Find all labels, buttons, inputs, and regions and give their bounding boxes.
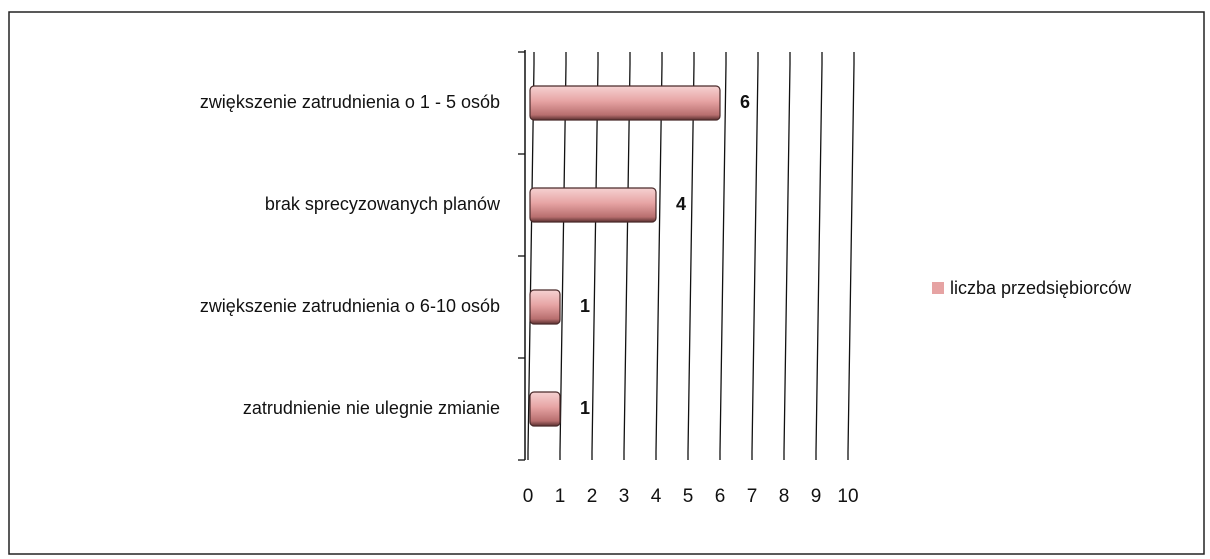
grid-line [655,52,663,460]
value-label: 6 [740,92,750,112]
x-tick-label: 9 [811,486,822,507]
y-tick-label: zwiększenie zatrudnienia o 6-10 osób [200,296,500,316]
grid-line [815,52,823,460]
grid-line [591,52,599,460]
y-tick-label: brak sprecyzowanych planów [265,194,501,214]
bar [529,391,561,427]
grid-line [847,52,855,460]
x-tick-label: 5 [683,486,694,507]
grid-line [559,52,567,460]
bar [529,85,721,121]
grid-line [623,52,631,460]
x-tick-label: 0 [523,486,534,507]
x-tick-label: 10 [837,486,858,507]
x-tick-label: 6 [715,486,726,507]
value-label: 1 [580,296,590,316]
x-tick-label: 7 [747,486,758,507]
value-label: 1 [580,398,590,418]
grid-line [687,52,695,460]
grid-line [751,52,759,460]
x-tick-label: 4 [651,486,662,507]
x-tick-label: 3 [619,486,630,507]
x-tick-label: 1 [555,486,566,507]
chart-border [8,11,1205,555]
legend-swatch [932,282,944,294]
legend-label: liczba przedsiębiorców [950,278,1132,298]
x-tick-label: 8 [779,486,790,507]
y-tick-label: zwiększenie zatrudnienia o 1 - 5 osób [200,92,500,112]
grid-line [527,52,535,460]
grid-line [719,52,727,460]
bar [529,289,561,325]
grid-line [783,52,791,460]
x-tick-label: 2 [587,486,598,507]
value-label: 4 [676,194,686,214]
bar [529,187,657,223]
y-tick-label: zatrudnienie nie ulegnie zmianie [243,398,500,418]
